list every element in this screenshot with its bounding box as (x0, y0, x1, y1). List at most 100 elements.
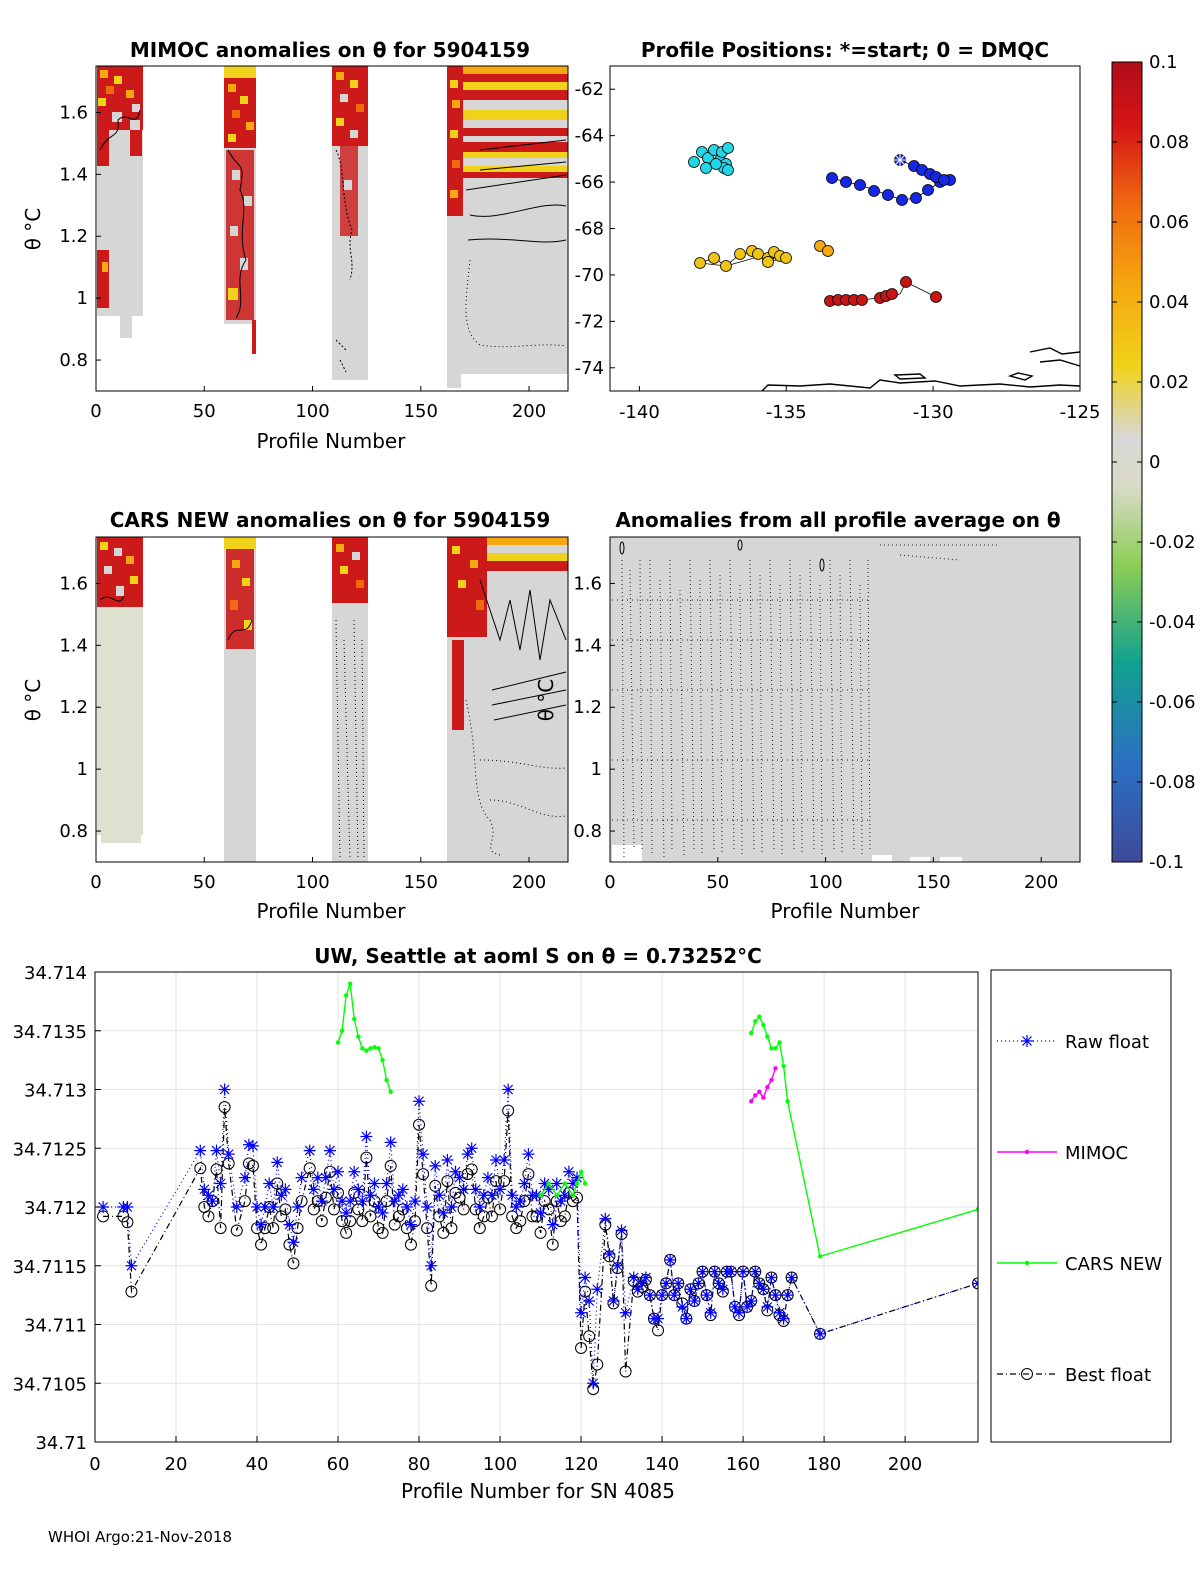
raw-float-point (562, 1165, 575, 1178)
raw-float-point (275, 1189, 288, 1202)
cars-new-point (546, 1181, 551, 1186)
raw-float-point (506, 1189, 519, 1202)
positions-ytick: -62 (575, 79, 604, 100)
best-float-point (125, 1285, 138, 1298)
raw-float-point (554, 1195, 567, 1208)
raw-float-point (291, 1201, 304, 1213)
raw-float-point (494, 1183, 507, 1196)
raw-float-point (745, 1295, 758, 1307)
raw-float-point (336, 1195, 349, 1208)
raw-float-point (603, 1248, 616, 1260)
legend-marker-cars-new (1024, 1260, 1030, 1266)
raw-float-point (737, 1265, 750, 1278)
raw-float-point (388, 1195, 401, 1208)
best-float-point (400, 1222, 413, 1235)
cars-new-point (388, 1089, 393, 1095)
best-float-point (453, 1191, 466, 1204)
mimoc-ytick: 0.8 (59, 350, 88, 371)
raw-float-point (518, 1177, 531, 1190)
raw-float-point (429, 1159, 442, 1172)
raw-float-point (502, 1083, 515, 1096)
main-xtick: 20 (165, 1454, 188, 1475)
main-ytick: 34.714 (24, 963, 87, 984)
best-float-point (259, 1222, 272, 1235)
best-float-point (238, 1195, 251, 1208)
legend-item-best-float: Best float (997, 1365, 1151, 1386)
raw-float-point (465, 1142, 478, 1155)
legend-item-cars-new: CARS NEW (997, 1254, 1162, 1275)
best-float-point (571, 1191, 584, 1204)
raw-float-point (372, 1201, 385, 1213)
allavg-ytick: 1 (591, 759, 602, 780)
mimoc-ylabel: θ °C (21, 208, 45, 251)
cars-xtick: 50 (193, 872, 216, 893)
main-xtick: 120 (564, 1454, 598, 1475)
best-float-point (348, 1186, 361, 1199)
raw-float-point (684, 1283, 697, 1296)
raw-float-point (676, 1300, 689, 1313)
raw-float-line (103, 1089, 978, 1384)
raw-float-point (664, 1253, 677, 1266)
main-x-ticks: 0 20 40 60 80 100 120 140 160 180 200 (89, 1436, 922, 1475)
raw-float-point (230, 1201, 243, 1213)
best-float-point (413, 1118, 426, 1131)
cars-new-point (765, 1034, 770, 1039)
raw-float-point (514, 1195, 527, 1208)
main-ytick: 34.71 (35, 1433, 87, 1454)
raw-float-point (376, 1206, 389, 1219)
raw-float-point (704, 1306, 717, 1319)
cars-new-point (562, 1181, 568, 1186)
raw-float-point (210, 1144, 223, 1157)
raw-float-point (550, 1177, 563, 1190)
best-float-point (445, 1222, 458, 1235)
raw-float-point (627, 1271, 640, 1284)
raw-float-point (781, 1289, 794, 1302)
colorbar-tick: -0.06 (1149, 692, 1196, 713)
cars-new-point (368, 1046, 373, 1051)
best-float-point (510, 1222, 523, 1235)
best-float-point (360, 1151, 373, 1164)
legend-label-mimoc: MIMOC (1065, 1143, 1128, 1164)
colorbar-tick: 0.08 (1149, 132, 1189, 153)
raw-float-point (404, 1218, 417, 1231)
cars-ylabel: θ °C (21, 679, 45, 722)
best-float-point (417, 1168, 430, 1181)
mimoc-xtick: 150 (404, 401, 438, 422)
best-float-point (291, 1222, 304, 1235)
mimoc-ytick: 1.6 (59, 102, 88, 123)
raw-float-point (356, 1195, 369, 1208)
raw-float-point (599, 1212, 612, 1225)
cars-xtick: 200 (512, 872, 546, 893)
cars-new-point (574, 1181, 580, 1186)
best-float-point (364, 1210, 377, 1223)
raw-float-point (712, 1277, 725, 1290)
main-xtick: 200 (888, 1454, 922, 1475)
raw-float-point (741, 1300, 754, 1313)
allavg-ytick: 1.2 (573, 697, 602, 718)
colorbar-tick: 0.1 (1149, 52, 1178, 73)
mimoc-ytick: 1 (77, 288, 88, 309)
colorbar-tick: -0.04 (1149, 612, 1196, 633)
allavg-xlabel: Profile Number (771, 899, 921, 923)
cars-new-point (975, 1207, 978, 1212)
best-float-point (275, 1210, 288, 1223)
raw-float-point (538, 1177, 551, 1190)
raw-float-point (121, 1201, 134, 1213)
raw-float-point (757, 1283, 770, 1296)
positions-x-ticks: -140 -135 -130 -125 (619, 386, 1100, 423)
best-float-point (283, 1238, 296, 1251)
mimoc-point (757, 1089, 762, 1095)
cars-title: CARS NEW anomalies on θ for 5904159 (110, 508, 551, 532)
best-float-point (408, 1215, 421, 1228)
best-float-point (396, 1203, 409, 1216)
raw-float-point (259, 1201, 272, 1213)
raw-float-point (510, 1201, 523, 1213)
best-float-point (433, 1210, 446, 1223)
raw-float-point (360, 1130, 373, 1143)
raw-float-point (688, 1295, 701, 1307)
raw-float-point (449, 1165, 462, 1178)
raw-float-point (575, 1306, 588, 1319)
best-float-point (473, 1222, 486, 1235)
cars-xlabel: Profile Number (257, 899, 407, 923)
main-chart: UW, Seattle at aoml S on θ = 0.73252°C 0… (13, 944, 979, 1503)
